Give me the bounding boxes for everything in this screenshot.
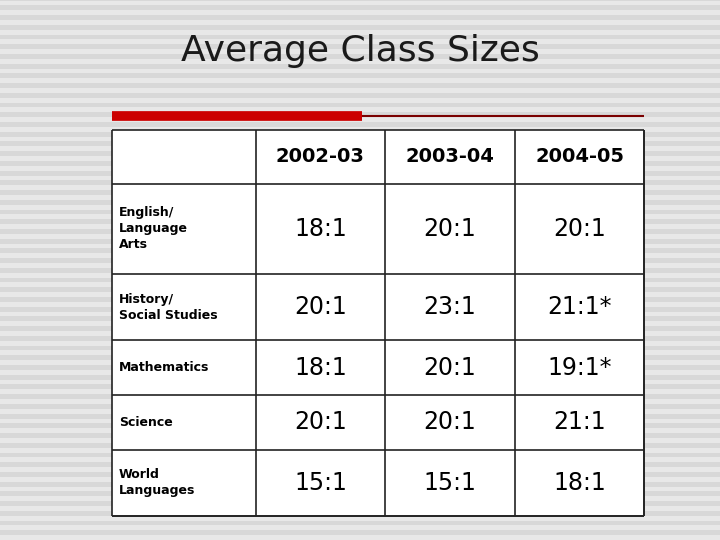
Text: 19:1*: 19:1* — [547, 355, 612, 380]
Bar — [0, 418, 720, 423]
Text: 15:1: 15:1 — [294, 471, 347, 495]
Bar — [0, 185, 720, 190]
Text: 18:1: 18:1 — [294, 355, 347, 380]
Bar — [0, 244, 720, 248]
Bar — [0, 117, 720, 122]
Bar — [0, 137, 720, 141]
Text: Science: Science — [119, 416, 173, 429]
Bar — [0, 467, 720, 472]
Text: World
Languages: World Languages — [119, 468, 195, 497]
Text: Mathematics: Mathematics — [119, 361, 210, 374]
Text: 23:1: 23:1 — [423, 295, 477, 319]
Bar — [0, 487, 720, 491]
Text: 21:1*: 21:1* — [547, 295, 612, 319]
Bar — [0, 39, 720, 44]
Bar — [0, 409, 720, 414]
Text: English/
Language
Arts: English/ Language Arts — [119, 206, 188, 252]
Bar — [0, 146, 720, 151]
Bar — [0, 380, 720, 384]
Text: 21:1: 21:1 — [553, 410, 606, 434]
Bar — [0, 166, 720, 171]
Bar — [0, 457, 720, 462]
Bar — [0, 88, 720, 93]
Bar — [0, 69, 720, 73]
Bar — [0, 321, 720, 326]
Bar — [0, 127, 720, 132]
Text: 2004-05: 2004-05 — [535, 147, 624, 166]
Bar — [0, 49, 720, 54]
Bar — [0, 195, 720, 200]
Bar — [0, 312, 720, 316]
Bar — [0, 389, 720, 394]
Text: 20:1: 20:1 — [294, 410, 347, 434]
Bar — [0, 253, 720, 258]
Bar — [0, 477, 720, 482]
Text: 15:1: 15:1 — [423, 471, 477, 495]
Bar — [0, 448, 720, 453]
Text: History/
Social Studies: History/ Social Studies — [119, 293, 217, 322]
Bar — [0, 205, 720, 210]
Bar — [0, 20, 720, 25]
Text: 20:1: 20:1 — [553, 217, 606, 241]
Bar — [112, 130, 644, 516]
Bar — [0, 438, 720, 443]
Bar — [0, 341, 720, 346]
Text: 20:1: 20:1 — [423, 355, 477, 380]
Bar — [0, 273, 720, 278]
Text: 2002-03: 2002-03 — [276, 147, 365, 166]
Bar — [0, 535, 720, 540]
Bar — [0, 263, 720, 268]
Bar — [0, 399, 720, 404]
Bar — [0, 360, 720, 365]
Bar — [0, 282, 720, 287]
Bar — [0, 10, 720, 15]
Bar — [0, 506, 720, 511]
Text: 18:1: 18:1 — [294, 217, 347, 241]
Bar — [0, 176, 720, 180]
Bar — [0, 302, 720, 307]
Bar — [0, 98, 720, 103]
Bar — [0, 496, 720, 501]
Bar — [0, 107, 720, 112]
Bar — [0, 350, 720, 355]
Text: 20:1: 20:1 — [294, 295, 347, 319]
Bar — [0, 156, 720, 161]
Bar — [0, 30, 720, 35]
Bar — [0, 224, 720, 229]
Bar — [0, 214, 720, 219]
Bar — [0, 292, 720, 297]
Bar — [0, 1, 720, 5]
Text: 20:1: 20:1 — [423, 410, 477, 434]
Bar — [0, 516, 720, 521]
Text: 2003-04: 2003-04 — [405, 147, 495, 166]
Bar — [0, 78, 720, 83]
Text: 18:1: 18:1 — [553, 471, 606, 495]
Bar — [0, 234, 720, 239]
Bar — [0, 59, 720, 64]
Bar — [0, 331, 720, 336]
Bar — [0, 370, 720, 375]
Bar — [0, 428, 720, 433]
Text: Average Class Sizes: Average Class Sizes — [181, 35, 539, 68]
Text: 20:1: 20:1 — [423, 217, 477, 241]
Bar — [0, 525, 720, 530]
